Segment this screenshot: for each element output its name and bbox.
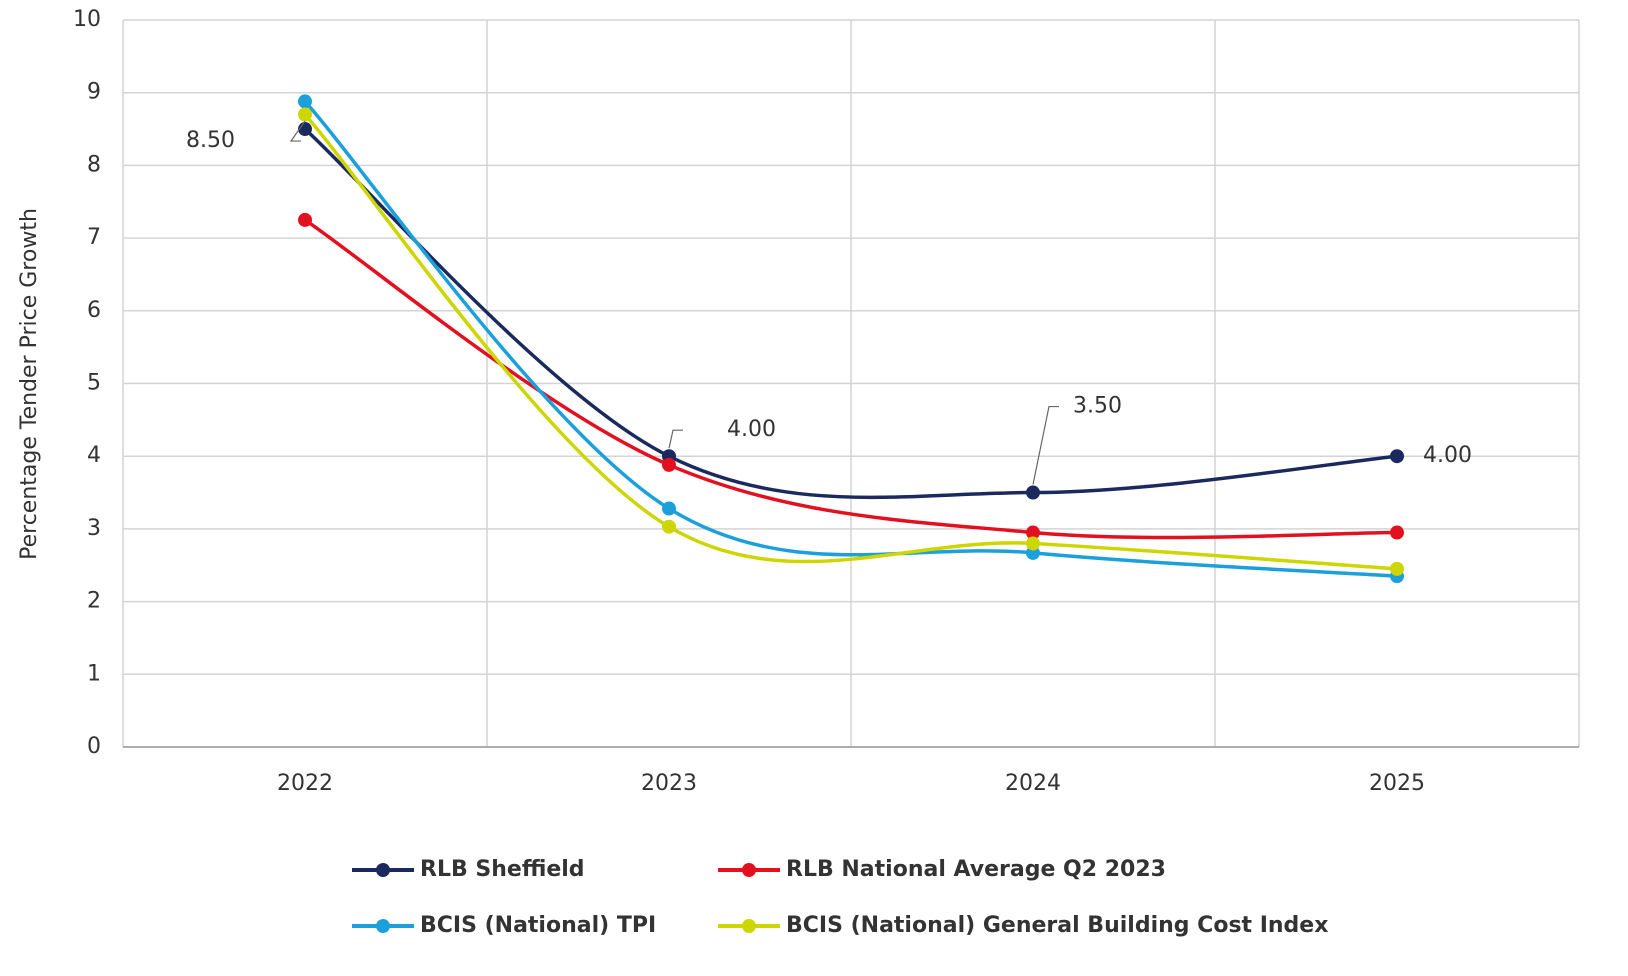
y-tick-label: 9 — [87, 80, 101, 105]
leader-line — [289, 120, 306, 142]
point — [662, 457, 676, 472]
legend-marker — [742, 863, 756, 877]
leader-line — [668, 429, 683, 449]
legend-label: RLB Sheffield — [420, 857, 585, 882]
y-tick-label: 6 — [87, 298, 101, 323]
y-tick-label: 7 — [87, 225, 101, 250]
x-tick-label: 2024 — [1005, 771, 1061, 796]
legend-marker — [376, 919, 390, 933]
x-tick-label: 2022 — [277, 771, 333, 796]
leader-line — [1032, 405, 1059, 485]
point — [1390, 449, 1404, 464]
point — [1026, 485, 1040, 500]
point — [298, 94, 312, 109]
y-tick-label: 0 — [87, 734, 101, 759]
point — [1390, 525, 1404, 540]
legend-label: BCIS (National) General Building Cost In… — [786, 913, 1328, 938]
data-label: 4.00 — [727, 417, 776, 442]
point — [298, 107, 312, 122]
legend-marker — [376, 863, 390, 877]
point — [298, 212, 312, 227]
legend-label: BCIS (National) TPI — [420, 913, 656, 938]
y-tick-label: 2 — [87, 589, 101, 614]
line — [303, 113, 1398, 571]
y-tick-label: 5 — [87, 371, 101, 396]
y-tick-label: 8 — [87, 152, 101, 177]
data-label: 3.50 — [1073, 394, 1122, 419]
y-tick-label: 1 — [87, 661, 101, 686]
y-tick-label: 3 — [87, 516, 101, 541]
legend-marker — [742, 919, 756, 933]
line — [303, 100, 1398, 578]
point — [1390, 561, 1404, 576]
y-tick-label: 10 — [73, 7, 101, 32]
x-tick-label: 2023 — [641, 771, 697, 796]
point — [662, 519, 676, 534]
point — [1026, 536, 1040, 551]
x-tick-label: 2025 — [1369, 771, 1425, 796]
y-axis-label: Percentage Tender Price Growth — [17, 208, 42, 560]
data-label: 4.00 — [1423, 443, 1472, 468]
y-tick-label: 4 — [87, 443, 101, 468]
point — [1026, 525, 1040, 540]
line — [304, 218, 1398, 540]
point — [662, 501, 676, 516]
data-label: 8.50 — [186, 128, 235, 153]
legend-label: RLB National Average Q2 2023 — [786, 857, 1166, 882]
line — [303, 127, 1398, 500]
